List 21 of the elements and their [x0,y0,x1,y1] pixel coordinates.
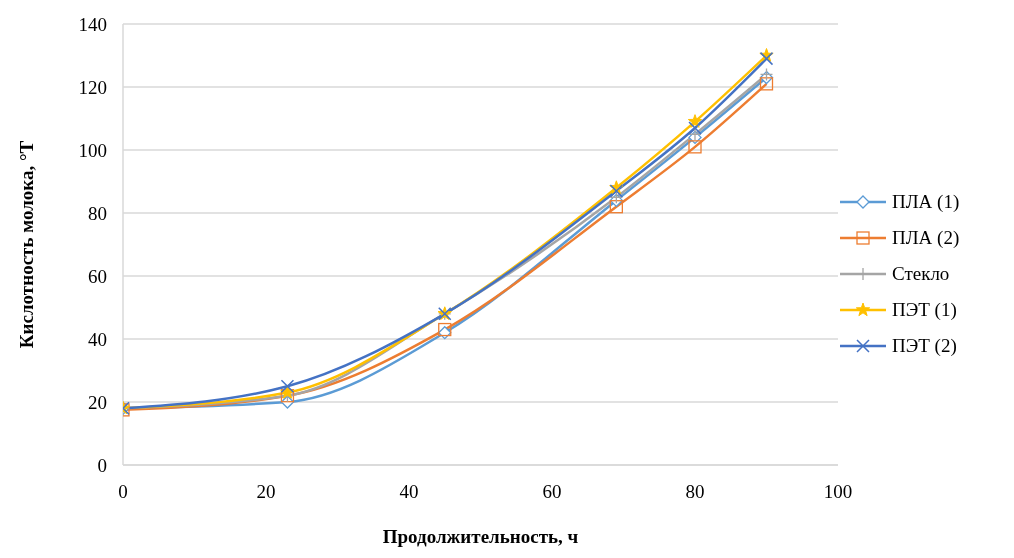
x-tick-label: 60 [542,481,562,503]
y-tick-label: 140 [78,13,107,35]
y-axis-title: Кислотность молока, °Т [15,140,37,349]
y-tick-label: 100 [78,139,107,161]
y-tick-label: 120 [78,76,107,98]
y-tick-label: 0 [97,454,107,476]
y-tick-label: 20 [88,391,107,413]
x-tick-label: 0 [118,481,128,503]
x-axis-title: Продолжительность, ч [382,526,579,547]
legend-label: ПЭТ (1) [892,298,957,321]
legend-label: ПЛА (2) [892,226,960,249]
legend-label: Стекло [892,262,950,285]
y-tick-label: 80 [88,202,107,224]
y-tick-label: 40 [88,328,107,350]
x-tick-label: 20 [256,481,276,503]
x-tick-label: 40 [399,481,419,503]
y-tick-label: 60 [88,265,107,287]
legend-label: ПЛА (1) [892,190,960,213]
x-tick-label: 80 [685,481,705,503]
x-tick-label: 100 [823,481,853,503]
legend-label: ПЭТ (2) [892,334,957,357]
